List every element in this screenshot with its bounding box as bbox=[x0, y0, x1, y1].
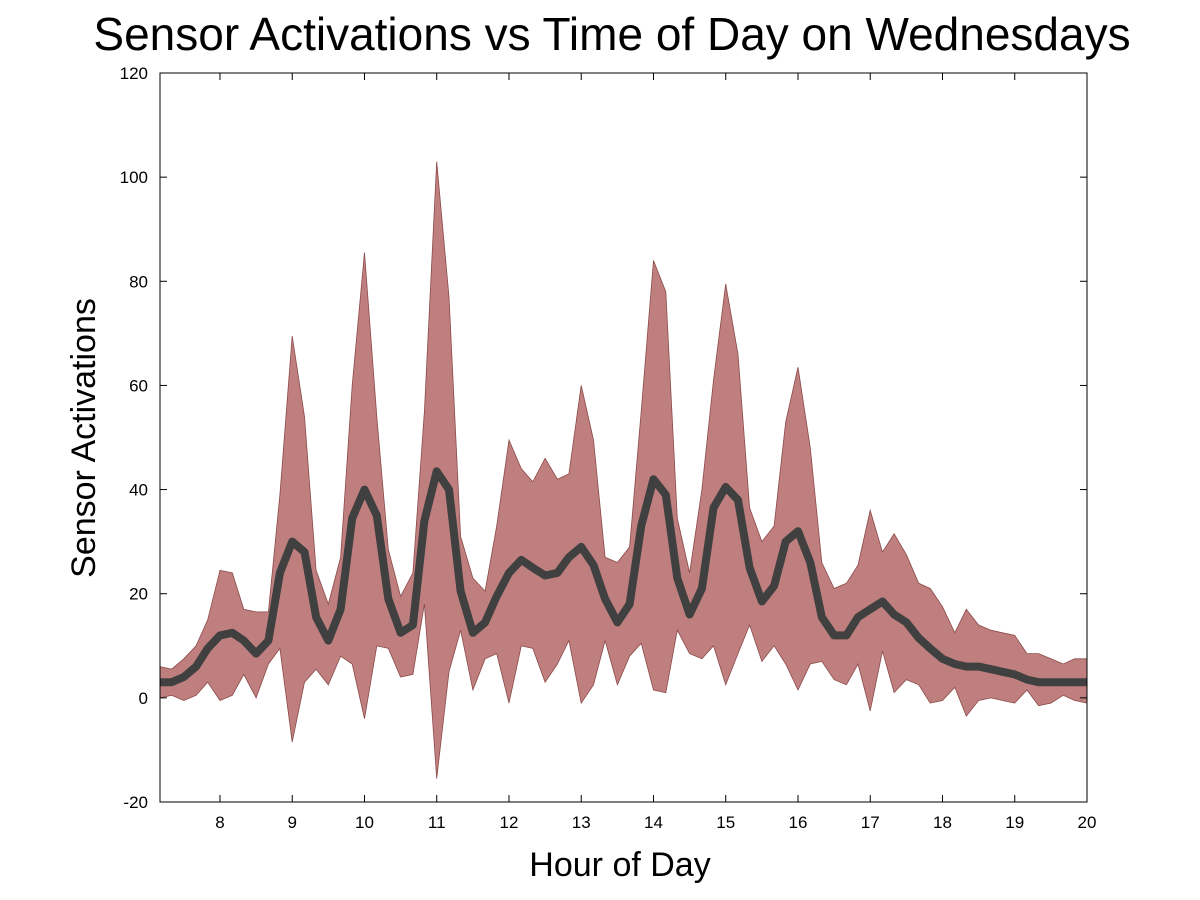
x-tick-label: 11 bbox=[428, 813, 446, 832]
x-axis-label: Hour of Day bbox=[529, 846, 710, 884]
y-tick-label: 80 bbox=[129, 272, 148, 291]
x-tick-label: 9 bbox=[287, 813, 296, 832]
y-tick-label: -20 bbox=[123, 793, 148, 812]
x-tick-label: 17 bbox=[861, 813, 880, 832]
y-axis-label: Sensor Activations bbox=[65, 298, 103, 578]
x-tick-label: 16 bbox=[789, 813, 808, 832]
plot-area bbox=[160, 161, 1087, 779]
plot-frame bbox=[159, 72, 1088, 803]
axes: 8 9 10 11 12 13 14 15 16 17 18 19 20 -20 0 20 40 60 80 100 1… bbox=[120, 64, 1097, 832]
y-tick-label: 100 bbox=[120, 168, 148, 187]
x-tick-label: 19 bbox=[1005, 813, 1024, 832]
x-tick-label: 12 bbox=[500, 813, 519, 832]
x-tick-label: 13 bbox=[572, 813, 591, 832]
x-tick-label: 18 bbox=[933, 813, 952, 832]
y-tick-label: 60 bbox=[129, 376, 148, 395]
x-tick-label: 20 bbox=[1078, 813, 1097, 832]
y-tick-label: 0 bbox=[139, 689, 148, 708]
x-tick-label: 14 bbox=[644, 813, 663, 832]
chart-title: Sensor Activations vs Time of Day on Wed… bbox=[93, 8, 1130, 60]
y-tick-label: 20 bbox=[129, 585, 148, 604]
mean-line bbox=[160, 467, 1087, 687]
y-tick-label: 40 bbox=[129, 481, 148, 500]
chart-text: Sensor Activations vs Time of Day on Wed… bbox=[65, 8, 1131, 884]
confidence-band bbox=[160, 161, 1087, 779]
x-tick-label: 10 bbox=[355, 813, 374, 832]
x-tick-label: 15 bbox=[716, 813, 735, 832]
y-tick-label: 120 bbox=[120, 64, 148, 83]
x-tick-label: 8 bbox=[215, 813, 224, 832]
